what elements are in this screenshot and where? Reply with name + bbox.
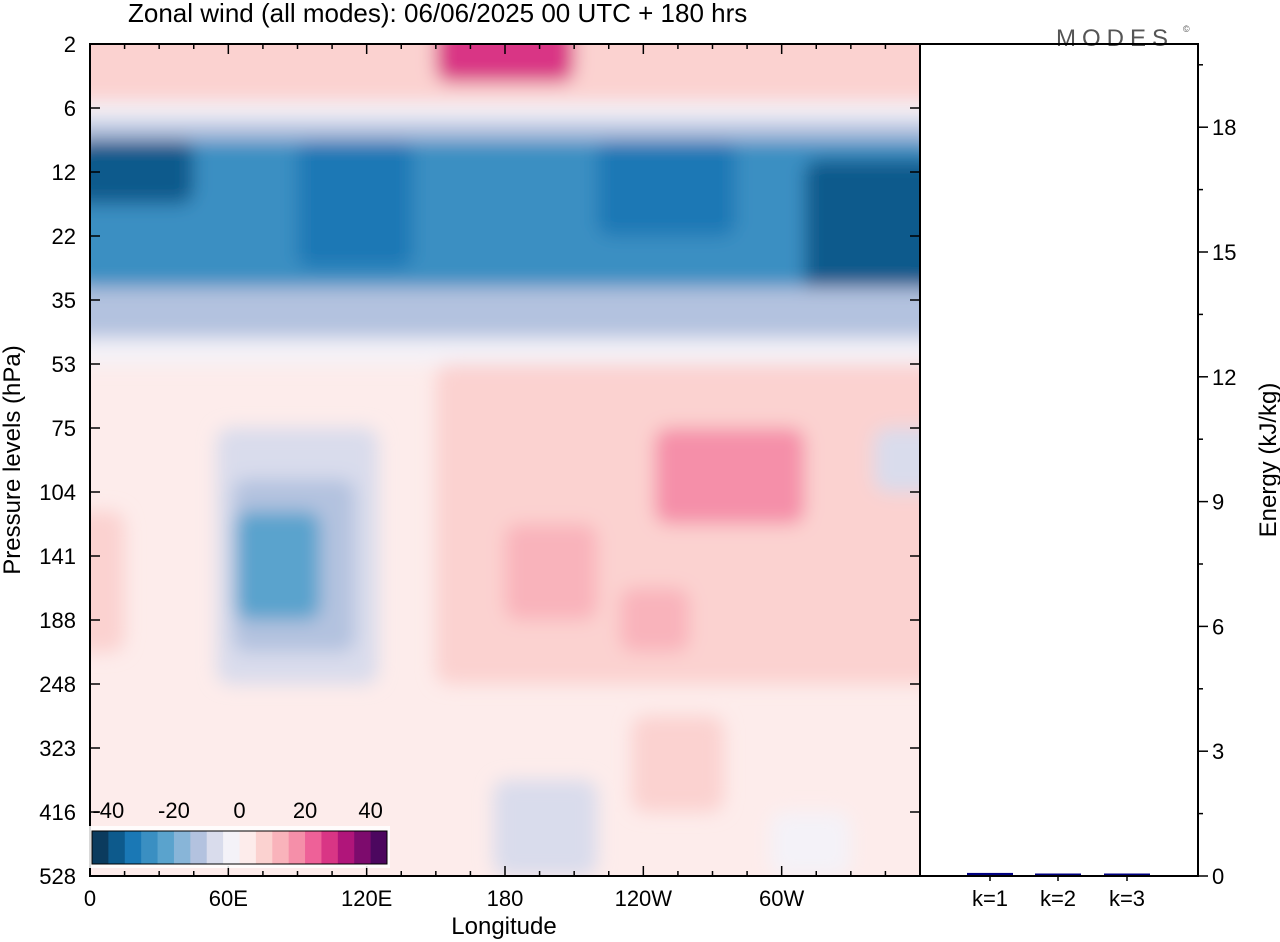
modes-logo-mark: © — [1183, 24, 1190, 34]
heatmap-region — [435, 44, 575, 83]
colorbar-label: 0 — [233, 798, 245, 823]
heatmap-region — [770, 812, 851, 876]
y-tick-label: 6 — [64, 96, 76, 121]
y-tick-label: 53 — [52, 352, 76, 377]
y-axis: 2 6 12 22 35 53 75 104 141 188 248 323 416 528 — [39, 32, 920, 889]
y-tick-label: 35 — [52, 288, 76, 313]
x-tick-label: 0 — [84, 886, 96, 911]
x-axis: 0 60E 120E 180 120W 60W — [84, 44, 921, 911]
heatmap-regions — [90, 44, 920, 876]
heatmap-region — [90, 101, 920, 121]
energy-y-axis: 0 3 6 9 12 15 18 — [1198, 64, 1236, 889]
energy-axis-label: Energy (kJ/kg) — [1255, 383, 1280, 538]
chart-title: Zonal wind (all modes): 06/06/2025 00 UT… — [128, 0, 747, 28]
x-tick-label: 120W — [615, 886, 673, 911]
colorbar-labels: -40 -20 0 20 40 — [92, 798, 382, 823]
y-tick-label: 248 — [39, 672, 76, 697]
x-tick-label: 60W — [759, 886, 804, 911]
x-axis-label: Longitude — [451, 913, 556, 940]
y-tick-label: 323 — [39, 736, 76, 761]
heatmap-region — [235, 511, 321, 620]
colorbar-cell — [157, 831, 175, 864]
y-tick-label: 188 — [39, 608, 76, 633]
colorbar-cell — [223, 831, 240, 864]
heatmap-region — [90, 120, 920, 140]
y-tick-label: 141 — [39, 544, 76, 569]
energy-bar — [1035, 873, 1081, 875]
colorbar-cell — [239, 831, 257, 864]
x-tick-label: 120E — [341, 886, 392, 911]
y-tick-label: 2 — [64, 32, 76, 57]
colorbar-cell — [108, 831, 126, 864]
energy-tick-label: 0 — [1212, 864, 1224, 889]
colorbar-cell — [173, 831, 191, 864]
heatmap-region — [620, 588, 690, 652]
colorbar-cell — [255, 831, 273, 864]
colorbar-cell — [337, 831, 355, 864]
energy-plot: 0 3 6 9 12 15 18 k=1 k=2 k=3 Energy (kJ/kg) — [919, 43, 1280, 911]
heatmap-fill-layer — [90, 44, 920, 876]
modes-logo: MODES — [1056, 25, 1174, 52]
energy-tick-label: 12 — [1212, 365, 1236, 390]
colorbar-frame — [91, 830, 388, 865]
energy-tick-label: 18 — [1212, 115, 1236, 140]
heatmap-region — [654, 428, 805, 524]
colorbar-cell — [124, 831, 142, 864]
y-axis-label: Pressure levels (hPa) — [0, 345, 26, 574]
energy-category-label: k=3 — [1109, 886, 1145, 911]
colorbar-label: 40 — [358, 798, 382, 823]
heatmap-region — [90, 511, 125, 652]
colorbar-cell — [206, 831, 224, 864]
colorbar-cell — [370, 831, 388, 864]
colorbar-cell — [354, 831, 372, 864]
heatmap-region — [804, 159, 920, 300]
energy-bar — [967, 872, 1013, 875]
y-tick-label: 416 — [39, 800, 76, 825]
colorbar-cell — [288, 831, 306, 864]
y-tick-label: 22 — [52, 224, 76, 249]
energy-category-label: k=1 — [972, 886, 1008, 911]
colorbar-cell — [141, 831, 159, 864]
colorbar: -40 -20 0 20 40 — [88, 798, 390, 868]
energy-tick-label: 15 — [1212, 240, 1236, 265]
energy-x-axis: k=1 k=2 k=3 — [972, 876, 1145, 911]
heatmap-region — [505, 524, 598, 620]
heatmap-region — [90, 140, 194, 204]
y-tick-label: 75 — [52, 416, 76, 441]
heatmap-region — [631, 716, 725, 812]
colorbar-label: 20 — [293, 798, 317, 823]
heatmap-region — [90, 338, 920, 364]
heatmap-region — [493, 780, 598, 876]
colorbar-label: -40 — [92, 798, 124, 823]
energy-category-label: k=2 — [1040, 886, 1076, 911]
x-tick-label: 180 — [487, 886, 524, 911]
colorbar-cell — [92, 831, 109, 864]
y-tick-label: 528 — [39, 864, 76, 889]
energy-tick-label: 3 — [1212, 739, 1224, 764]
colorbar-cell — [321, 831, 339, 864]
heatmap-plot: 0 60E 120E 180 120W 60W 2 6 12 22 35 53 75 104 141 188… — [0, 32, 921, 940]
colorbar-cell — [305, 831, 322, 864]
colorbar-cell — [190, 831, 208, 864]
x-tick-label: 60E — [209, 886, 248, 911]
colorbar-cells — [92, 831, 388, 864]
y-tick-label: 104 — [39, 480, 76, 505]
energy-tick-label: 6 — [1212, 614, 1224, 639]
energy-bar — [1104, 873, 1150, 875]
heatmap-region — [597, 140, 736, 236]
energy-tick-label: 9 — [1212, 490, 1224, 515]
heatmap-region — [873, 428, 920, 492]
energy-bars — [967, 872, 1150, 875]
energy-frame — [919, 43, 1199, 877]
heatmap-region — [297, 140, 413, 268]
colorbar-label: -20 — [158, 798, 190, 823]
y-tick-label: 12 — [52, 160, 76, 185]
heatmap-region — [90, 287, 920, 339]
colorbar-cell — [272, 831, 290, 864]
